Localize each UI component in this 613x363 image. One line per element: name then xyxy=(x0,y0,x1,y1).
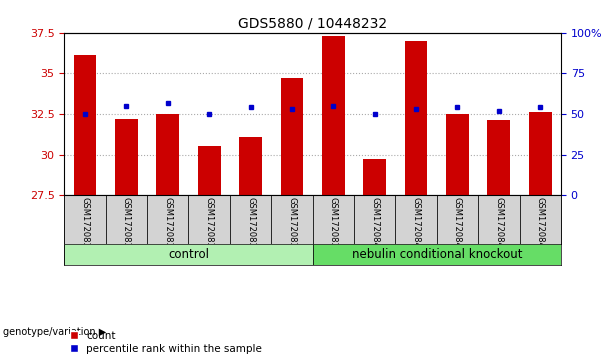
Title: GDS5880 / 10448232: GDS5880 / 10448232 xyxy=(238,16,387,30)
FancyBboxPatch shape xyxy=(313,244,561,265)
Bar xyxy=(239,136,262,195)
FancyBboxPatch shape xyxy=(478,195,520,244)
Legend: count, percentile rank within the sample: count, percentile rank within the sample xyxy=(69,331,262,354)
Text: GSM1720839: GSM1720839 xyxy=(329,197,338,253)
Text: nebulin conditional knockout: nebulin conditional knockout xyxy=(351,248,522,261)
Text: genotype/variation ▶: genotype/variation ▶ xyxy=(3,327,106,337)
FancyBboxPatch shape xyxy=(64,244,313,265)
FancyBboxPatch shape xyxy=(354,195,395,244)
Text: GSM1720841: GSM1720841 xyxy=(411,197,421,253)
Bar xyxy=(529,112,552,195)
Text: GSM1720844: GSM1720844 xyxy=(536,197,545,253)
FancyBboxPatch shape xyxy=(64,195,105,244)
Text: control: control xyxy=(168,248,209,261)
FancyBboxPatch shape xyxy=(105,195,147,244)
Bar xyxy=(446,114,469,195)
Text: GSM1720837: GSM1720837 xyxy=(246,197,255,253)
FancyBboxPatch shape xyxy=(147,195,189,244)
Text: GSM1720833: GSM1720833 xyxy=(80,197,89,253)
Bar xyxy=(115,119,138,195)
Text: GSM1720836: GSM1720836 xyxy=(205,197,214,253)
FancyBboxPatch shape xyxy=(189,195,230,244)
FancyBboxPatch shape xyxy=(313,195,354,244)
FancyBboxPatch shape xyxy=(436,195,478,244)
Bar xyxy=(322,36,345,195)
Text: GSM1720834: GSM1720834 xyxy=(122,197,131,253)
FancyBboxPatch shape xyxy=(271,195,313,244)
Text: GSM1720842: GSM1720842 xyxy=(453,197,462,253)
Bar xyxy=(156,114,179,195)
Text: GSM1720835: GSM1720835 xyxy=(163,197,172,253)
FancyBboxPatch shape xyxy=(520,195,561,244)
Bar xyxy=(487,121,510,195)
FancyBboxPatch shape xyxy=(395,195,436,244)
Bar xyxy=(405,41,427,195)
Bar xyxy=(364,159,386,195)
Text: GSM1720838: GSM1720838 xyxy=(287,197,297,253)
FancyBboxPatch shape xyxy=(230,195,271,244)
Text: GSM1720843: GSM1720843 xyxy=(494,197,503,253)
Text: GSM1720840: GSM1720840 xyxy=(370,197,379,253)
Bar xyxy=(74,56,96,195)
Bar xyxy=(198,146,221,195)
Bar xyxy=(281,78,303,195)
